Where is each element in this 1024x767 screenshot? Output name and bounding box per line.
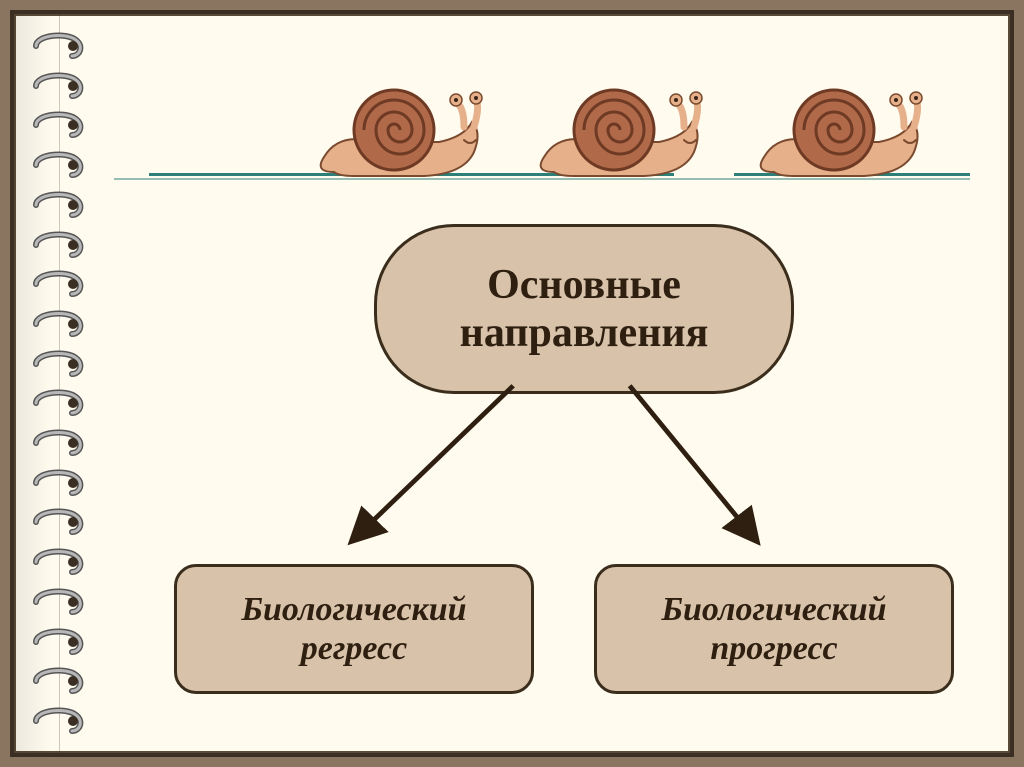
spiral-ring <box>32 469 88 497</box>
slide-frame: Основныенаправления Биологическийрегресс… <box>10 10 1014 757</box>
snail-icon <box>314 72 484 182</box>
spiral-ring <box>32 707 88 735</box>
spiral-ring <box>32 628 88 656</box>
directions-diagram: Основныенаправления Биологическийрегресс… <box>154 224 950 713</box>
snail-icon <box>534 72 704 182</box>
snail-row <box>274 72 890 182</box>
spiral-ring <box>32 508 88 536</box>
spiral-ring <box>32 667 88 695</box>
spiral-ring <box>32 429 88 457</box>
spiral-ring <box>32 72 88 100</box>
spiral-ring <box>32 270 88 298</box>
spiral-ring <box>32 548 88 576</box>
spiral-ring <box>32 111 88 139</box>
spiral-ring <box>32 350 88 378</box>
spiral-ring <box>32 389 88 417</box>
diagram-child-progress: Биологическийпрогресс <box>594 564 954 694</box>
snail-icon <box>754 72 924 182</box>
spiral-ring <box>32 32 88 60</box>
spiral-ring <box>32 231 88 259</box>
spiral-binding <box>32 32 88 735</box>
spiral-ring <box>32 588 88 616</box>
spiral-ring <box>32 191 88 219</box>
spiral-ring <box>32 151 88 179</box>
diagram-child-regress: Биологическийрегресс <box>174 564 534 694</box>
diagram-root: Основныенаправления <box>374 224 794 394</box>
spiral-ring <box>32 310 88 338</box>
